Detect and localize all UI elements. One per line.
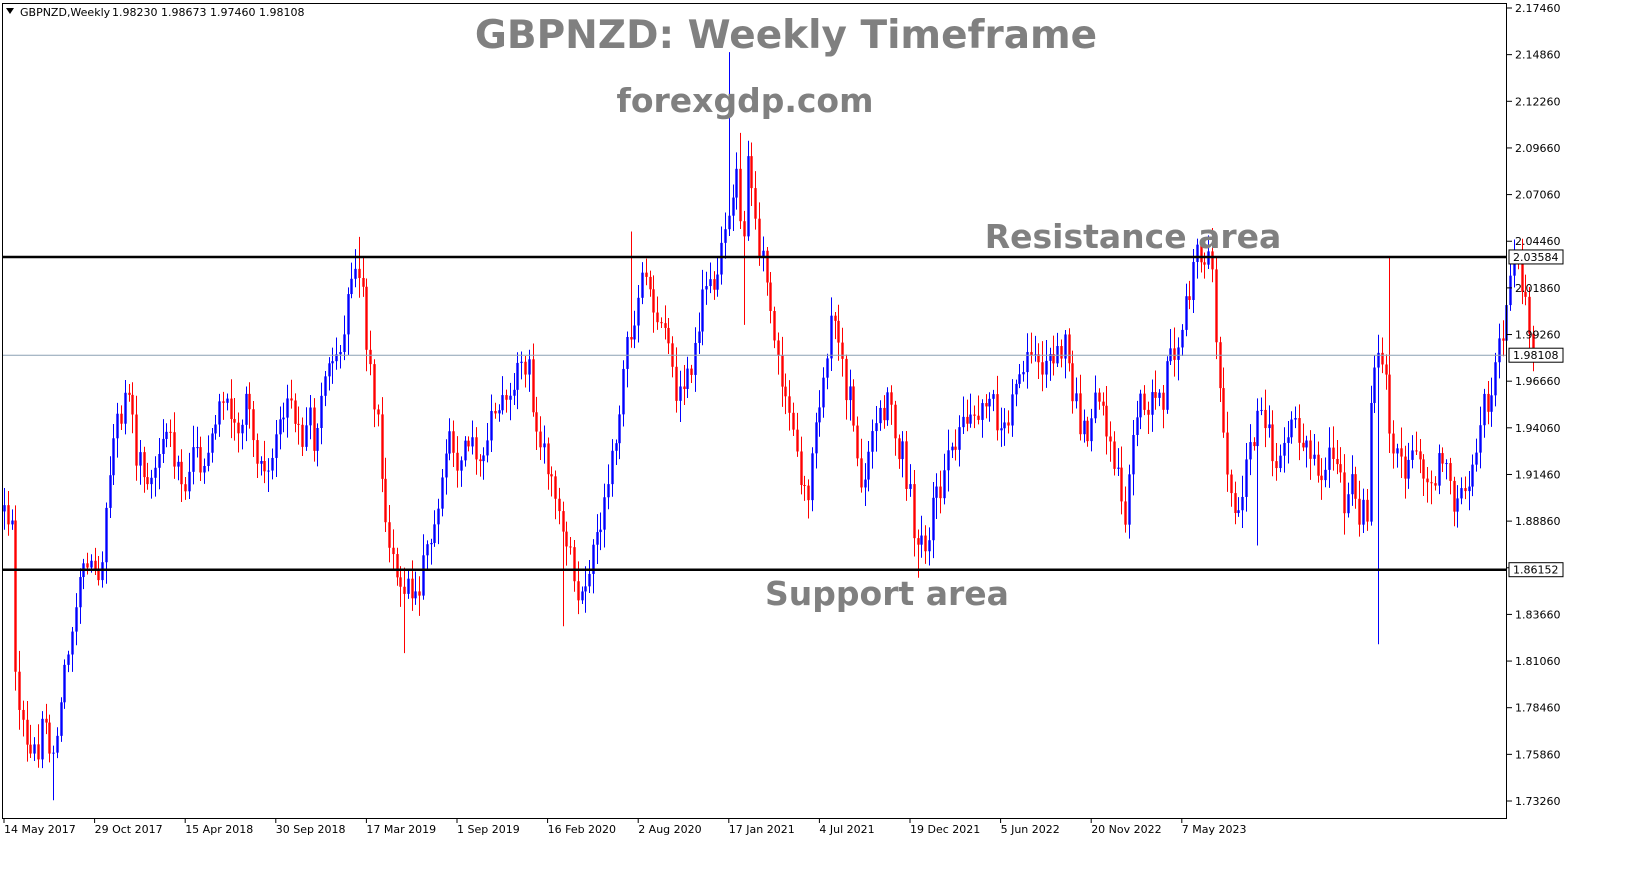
x-axis: 14 May 2017 29 Oct 2017 15 Apr 2018 30 Sep … xyxy=(3,818,1247,836)
y-tick-label: 1.78460 xyxy=(1515,702,1561,715)
x-tick-label: 7 May 2023 xyxy=(1182,823,1247,836)
y-tick-label: 1.91460 xyxy=(1515,468,1561,481)
y-tick-label: 1.88860 xyxy=(1515,515,1561,528)
chart-title: GBPNZD: Weekly Timeframe xyxy=(475,13,1097,58)
y-tick-label: 1.99260 xyxy=(1515,329,1561,342)
x-tick-label: 29 Oct 2017 xyxy=(95,823,163,836)
x-tick-label: 4 Jul 2021 xyxy=(819,823,874,836)
x-tick-label: 17 Mar 2019 xyxy=(366,823,436,836)
header-triangle-icon xyxy=(6,8,14,14)
current-price-label: 1.98108 xyxy=(1513,349,1559,362)
x-tick-label: 1 Sep 2019 xyxy=(457,823,520,836)
y-tick-label: 2.17460 xyxy=(1515,2,1561,15)
y-tick-label: 2.14860 xyxy=(1515,49,1561,62)
y-tick-label: 2.12260 xyxy=(1515,95,1561,108)
support-label: Support area xyxy=(765,574,1009,613)
y-tick-label: 2.04460 xyxy=(1515,235,1561,248)
y-tick-label: 2.01860 xyxy=(1515,282,1561,295)
candles-layer xyxy=(3,52,1535,801)
level-price-label: 2.03584 xyxy=(1513,251,1559,264)
levels-layer xyxy=(2,255,1507,571)
level-price-label: 1.86152 xyxy=(1513,564,1559,577)
x-tick-label: 30 Sep 2018 xyxy=(276,823,346,836)
y-tick-label: 2.09660 xyxy=(1515,142,1561,155)
current-price-box xyxy=(1508,347,1564,363)
x-tick-label: 16 Feb 2020 xyxy=(548,823,616,836)
x-tick-label: 2 Aug 2020 xyxy=(638,823,701,836)
y-tick-label: 1.83660 xyxy=(1515,608,1561,621)
y-tick-label: 2.07060 xyxy=(1515,189,1561,202)
resistance-label: Resistance area xyxy=(985,217,1282,256)
level-price-box xyxy=(1508,562,1564,578)
x-tick-label: 15 Apr 2018 xyxy=(185,823,253,836)
level-price-box xyxy=(1508,249,1564,265)
plot-frame xyxy=(2,3,1507,819)
x-tick-label: 5 Jun 2022 xyxy=(1001,823,1060,836)
header-symbol: GBPNZD,Weekly xyxy=(20,6,111,19)
y-tick-label: 1.81060 xyxy=(1515,655,1561,668)
chart-subtitle: forexgdp.com xyxy=(617,81,874,120)
x-tick-label: 19 Dec 2021 xyxy=(910,823,980,836)
price-labels-layer: 2.03584 1.86152 1.98108 xyxy=(1508,249,1564,578)
x-tick-label: 17 Jan 2021 xyxy=(729,823,795,836)
y-tick-label: 1.73260 xyxy=(1515,795,1561,808)
x-tick-label: 20 Nov 2022 xyxy=(1091,823,1161,836)
x-tick-label: 14 May 2017 xyxy=(4,823,76,836)
header-ohlc: 1.98230 1.98673 1.97460 1.98108 xyxy=(112,6,304,19)
y-tick-label: 1.75860 xyxy=(1515,748,1561,761)
y-tick-label: 1.96660 xyxy=(1515,375,1561,388)
y-tick-label: 1.94060 xyxy=(1515,422,1561,435)
